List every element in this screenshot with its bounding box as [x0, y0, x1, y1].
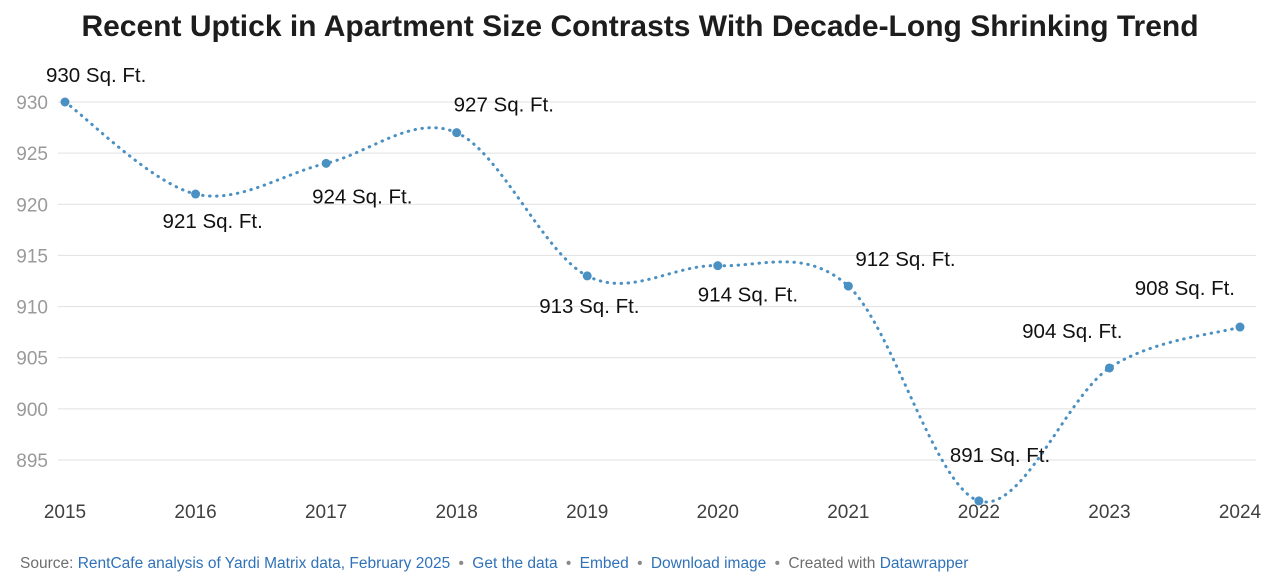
point-marker-2015	[60, 97, 70, 107]
separator-dot: •	[774, 555, 781, 572]
point-label-2020: 914 Sq. Ft.	[698, 284, 798, 307]
x-axis-tick-label: 2020	[697, 502, 739, 523]
y-axis-tick-label: 895	[16, 451, 48, 472]
point-label-2019: 913 Sq. Ft.	[539, 295, 639, 318]
y-axis-tick-label: 925	[16, 144, 48, 165]
point-marker-2022	[974, 496, 984, 506]
point-marker-2021	[843, 281, 853, 291]
line-chart: 930 925 920 915 910 905 900 895 2015 2016 2017 2018…	[16, 65, 1262, 523]
y-axis-tick-label: 905	[16, 349, 48, 370]
y-axis-tick-label: 900	[16, 400, 48, 421]
datawrapper-link[interactable]: Datawrapper	[879, 555, 969, 572]
y-axis-tick-label: 910	[16, 298, 48, 319]
y-axis-tick-label: 915	[16, 246, 48, 267]
y-axis-tick-label: 920	[16, 195, 48, 216]
point-label-2021: 912 Sq. Ft.	[855, 248, 955, 271]
point-label-2024: 908 Sq. Ft.	[1135, 277, 1235, 300]
point-label-2017: 924 Sq. Ft.	[312, 185, 412, 208]
separator-dot: •	[458, 555, 464, 572]
point-label-2015: 930 Sq. Ft.	[46, 65, 146, 87]
trend-line	[63, 100, 1242, 504]
point-marker-2020	[713, 261, 723, 271]
x-axis-tick-label: 2019	[566, 502, 608, 523]
x-axis-tick-label: 2018	[436, 502, 478, 523]
point-label-2016: 921 Sq. Ft.	[163, 210, 263, 233]
embed-link[interactable]: Embed	[579, 555, 629, 572]
x-axis-tick-label: 2017	[305, 502, 347, 523]
source-link[interactable]: RentCafe analysis of Yardi Matrix data, …	[77, 555, 451, 572]
x-axis-tick-label: 2023	[1088, 502, 1130, 523]
point-marker-2018	[452, 128, 462, 138]
get-the-data-link[interactable]: Get the data	[472, 555, 558, 572]
x-axis-tick-label: 2022	[958, 502, 1000, 523]
chart-title: Recent Uptick in Apartment Size Contrast…	[81, 10, 1199, 43]
download-image-link[interactable]: Download image	[650, 555, 767, 572]
point-marker-2019	[582, 271, 592, 281]
chart-container: Recent Uptick in Apartment Size Contrast…	[0, 10, 1280, 577]
separator-dot: •	[565, 555, 572, 572]
separator-dot: •	[637, 555, 643, 572]
point-marker-2024	[1235, 322, 1245, 332]
x-axis-tick-label: 2024	[1219, 502, 1262, 523]
chart-footer: Source: RentCafe analysis of Yardi Matri…	[20, 555, 968, 573]
x-axis-tick-label: 2015	[44, 502, 86, 523]
created-with-label: Created with	[788, 555, 876, 572]
x-axis-tick-label: 2016	[174, 502, 216, 523]
point-label-2023: 904 Sq. Ft.	[1022, 320, 1122, 343]
source-label: Source:	[20, 555, 74, 572]
point-marker-2017	[321, 158, 331, 168]
y-axis-tick-label: 930	[16, 93, 48, 114]
point-marker-2016	[191, 189, 201, 199]
point-label-2022: 891 Sq. Ft.	[950, 444, 1050, 467]
x-axis-tick-label: 2021	[827, 502, 869, 523]
point-marker-2023	[1104, 363, 1114, 373]
point-label-2018: 927 Sq. Ft.	[454, 94, 554, 117]
